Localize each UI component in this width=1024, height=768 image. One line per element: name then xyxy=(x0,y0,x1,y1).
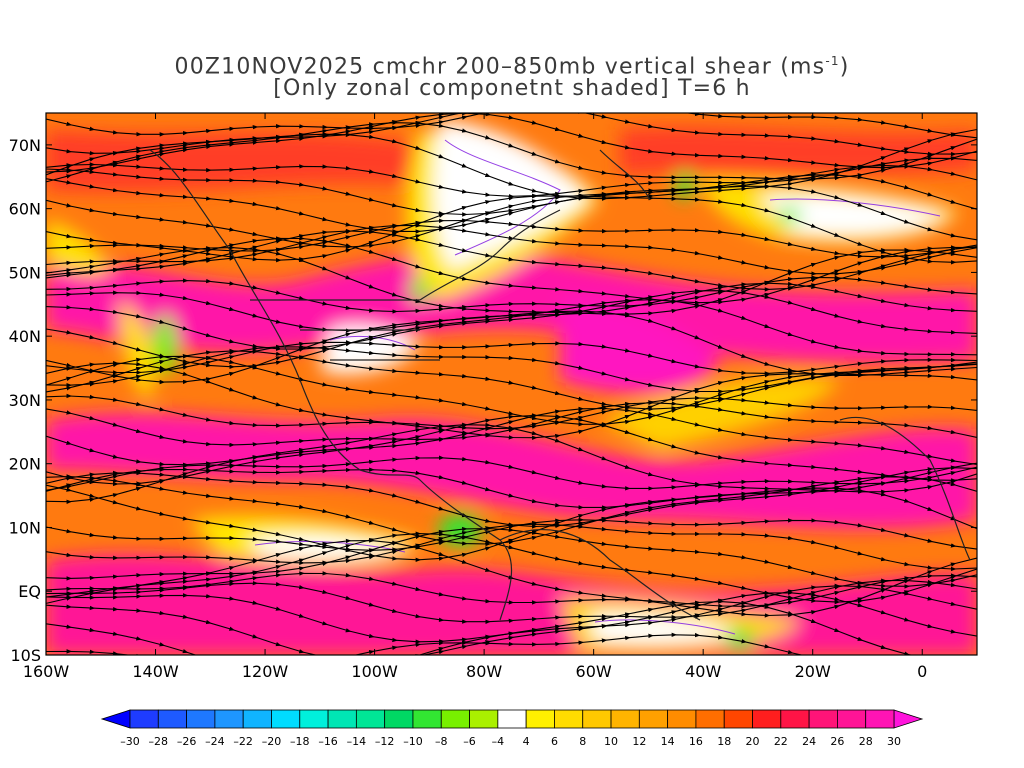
colorbar-swatch xyxy=(412,709,442,729)
colorbar-swatch xyxy=(610,709,640,729)
colorbar-label: –24 xyxy=(205,735,225,748)
colorbar-low-arrow xyxy=(100,709,131,729)
colorbar-label: 22 xyxy=(774,735,788,748)
lon-tick-label: 60W xyxy=(576,662,612,681)
colorbar-label: 14 xyxy=(661,735,675,748)
colorbar-swatch xyxy=(752,709,782,729)
lon-tick-label: 100W xyxy=(351,662,398,681)
axis-ticks xyxy=(45,113,977,656)
colorbar-swatch xyxy=(667,709,697,729)
colorbar-swatch xyxy=(157,709,187,729)
colorbar-swatch xyxy=(638,709,669,729)
colorbar-label: –16 xyxy=(318,735,338,748)
coastlines xyxy=(149,149,971,621)
lon-tick-label: 140W xyxy=(132,662,179,681)
colorbar-swatch xyxy=(723,709,753,729)
shear-shading-map xyxy=(46,113,977,655)
colorbar-label: 10 xyxy=(604,735,618,748)
colorbar-label: –20 xyxy=(262,735,282,748)
axis-tick-labels: 160W 140W 120W 100W 80W 60W 40W 20W 0 70N 60N 50N 40… xyxy=(9,136,928,681)
colorbar-label: –8 xyxy=(435,735,448,748)
colorbar-label: 18 xyxy=(717,735,731,748)
colorbar-swatch xyxy=(271,709,301,729)
lon-tick-label: 80W xyxy=(466,662,502,681)
streamline xyxy=(46,632,957,655)
colorbar-swatch xyxy=(497,709,527,729)
lon-tick-label: 20W xyxy=(795,662,831,681)
colorbar-label: 30 xyxy=(887,735,901,748)
colorbar-label: 8 xyxy=(579,735,586,748)
colorbar-swatch xyxy=(469,709,499,729)
colorbar-swatch xyxy=(242,709,272,729)
lon-tick-label: 160W xyxy=(23,662,70,681)
colorbar-label: 28 xyxy=(859,735,873,748)
colorbar-label: 26 xyxy=(830,735,844,748)
colorbar-swatch xyxy=(299,709,329,729)
colorbar-label: –10 xyxy=(403,735,423,748)
colorbar-label: –18 xyxy=(290,735,310,748)
colorbar-label: 16 xyxy=(689,735,703,748)
colorbar-swatch xyxy=(837,709,867,729)
colorbar-swatch xyxy=(525,709,555,729)
colorbar-label: –26 xyxy=(177,735,197,748)
lat-tick-label: 50N xyxy=(9,263,41,282)
map-frame xyxy=(45,112,978,656)
colorbar-swatch xyxy=(554,709,584,729)
colorbar-swatch xyxy=(186,709,216,729)
lat-tick-label: 40N xyxy=(9,327,41,346)
colorbar-label: 6 xyxy=(551,735,558,748)
colorbar-label: –22 xyxy=(233,735,253,748)
lat-tick-label: 10S xyxy=(10,646,41,665)
colorbar-swatch xyxy=(214,709,244,729)
colorbar-swatch xyxy=(582,709,612,729)
colorbar-high-arrow xyxy=(893,709,924,729)
lat-tick-label: EQ xyxy=(18,582,41,601)
colorbar-label: –12 xyxy=(375,735,395,748)
colorbar-label: –6 xyxy=(463,735,476,748)
streamlines xyxy=(46,113,977,655)
unit-superscript: -1 xyxy=(825,54,840,68)
colorbar-label: –28 xyxy=(149,735,169,748)
colorbar-swatch xyxy=(129,709,159,729)
colorbar-swatch xyxy=(327,709,357,729)
lat-tick-label: 10N xyxy=(9,518,41,537)
colorbar: –30 –28 –26 –24 –22 –20 –18 –16 –14 –12 –10 –8 –6 –4 4… xyxy=(100,709,924,748)
colorbar-label: –4 xyxy=(492,735,505,748)
colorbar-swatch xyxy=(384,709,414,729)
lat-tick-label: 70N xyxy=(9,136,41,155)
colorbar-swatch xyxy=(695,709,725,729)
lon-tick-label: 120W xyxy=(242,662,289,681)
lon-tick-label: 0 xyxy=(917,662,927,681)
lon-tick-label: 40W xyxy=(685,662,721,681)
title-line-2: [Only zonal componetnt shaded] T=6 h xyxy=(273,76,751,101)
colorbar-swatch xyxy=(865,709,895,729)
colorbar-label: 20 xyxy=(746,735,760,748)
colorbar-label: 4 xyxy=(523,735,530,748)
lat-tick-label: 20N xyxy=(9,455,41,474)
colorbar-label: 12 xyxy=(632,735,646,748)
colorbar-label: 24 xyxy=(802,735,816,748)
lat-tick-label: 30N xyxy=(9,391,41,410)
colorbar-swatch xyxy=(355,709,386,729)
colorbar-swatch xyxy=(440,709,470,729)
colorbar-swatch xyxy=(780,709,810,729)
colorbar-label: –14 xyxy=(347,735,367,748)
colorbar-swatch xyxy=(808,709,838,729)
colorbar-label: –30 xyxy=(120,735,140,748)
title-line-1: 00Z10NOV2025 cmchr 200–850mb vertical sh… xyxy=(174,54,850,80)
lat-tick-label: 60N xyxy=(9,200,41,219)
